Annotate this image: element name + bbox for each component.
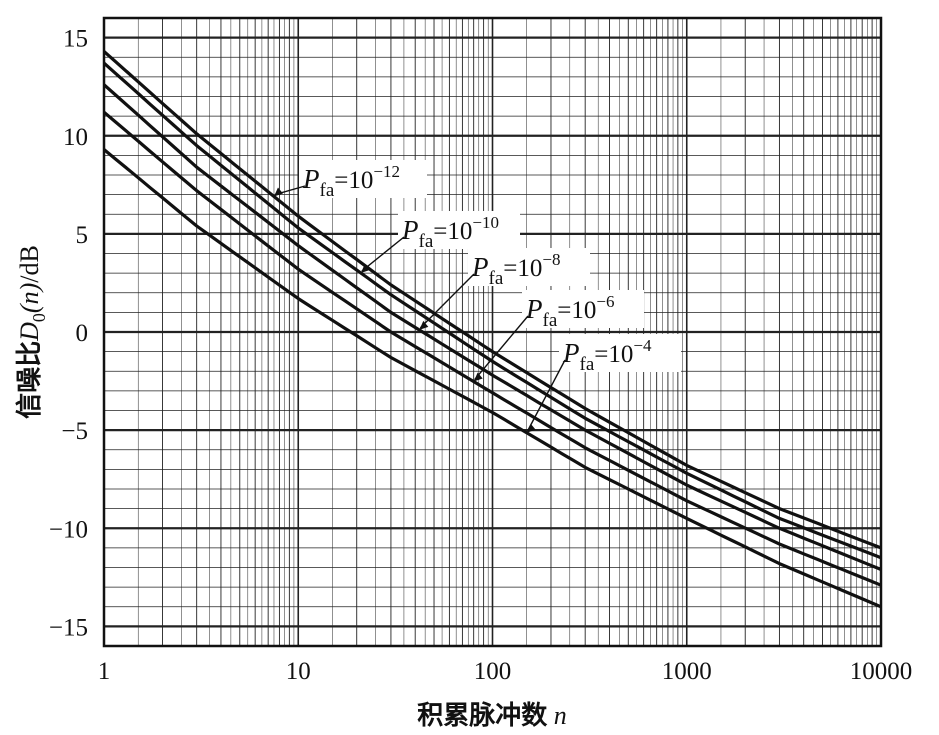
curve-label-bg	[299, 160, 427, 198]
plot-frame	[102, 16, 883, 648]
tick-labels: 1 10 100 1000 10000 15 10 5 0 −5 −10 −15	[49, 26, 912, 685]
series-line-3	[102, 110, 882, 587]
curve-label: Pfa=10−12	[302, 162, 400, 201]
x-tick-label: 1	[98, 658, 111, 685]
x-tick-label: 10	[286, 658, 311, 685]
leader-line	[361, 236, 405, 272]
leader-arrowhead	[473, 372, 483, 382]
series-line-1	[102, 61, 882, 560]
series-line-2	[102, 83, 882, 571]
x-axis-label: 积累脉冲数 n	[417, 701, 567, 730]
curve-label: Pfa=10−4	[562, 336, 652, 375]
y-axis-label: 信噪比D0(n)/dB	[15, 245, 49, 419]
leader-line	[419, 273, 475, 329]
y-tick-label: 10	[63, 124, 88, 151]
leader-arrowhead	[360, 264, 370, 274]
curve-label-bg	[522, 290, 644, 328]
y-tick-label: −5	[61, 418, 88, 445]
y-tick-label: 15	[63, 26, 88, 53]
series-line-4	[102, 148, 882, 609]
curve-label: Pfa=10−10	[401, 213, 499, 252]
y-tick-label: −15	[49, 614, 88, 641]
curve-label: Pfa=10−8	[471, 250, 560, 289]
y-tick-label: −10	[49, 516, 88, 543]
y-tick-label: 0	[76, 320, 89, 347]
leader-arrowhead	[273, 187, 283, 197]
x-tick-label: 10000	[850, 658, 913, 685]
curve-label: Pfa=10−6	[525, 292, 614, 331]
series-curves	[102, 50, 882, 609]
x-tick-label: 100	[474, 658, 512, 685]
curve-label-bg	[468, 248, 590, 286]
series-line-0	[102, 50, 882, 550]
curve-label-bg	[559, 334, 681, 372]
leader-line	[474, 315, 529, 381]
x-tick-label: 1000	[662, 658, 712, 685]
leader-arrowhead	[526, 423, 536, 433]
leader-line	[527, 359, 566, 432]
axis-labels: 积累脉冲数 n 信噪比D0(n)/dB	[15, 245, 567, 730]
y-tick-label: 5	[76, 222, 89, 249]
curve-label-bg	[398, 211, 520, 249]
leader-arrowhead	[419, 320, 429, 330]
grid-major-lines	[104, 18, 881, 646]
